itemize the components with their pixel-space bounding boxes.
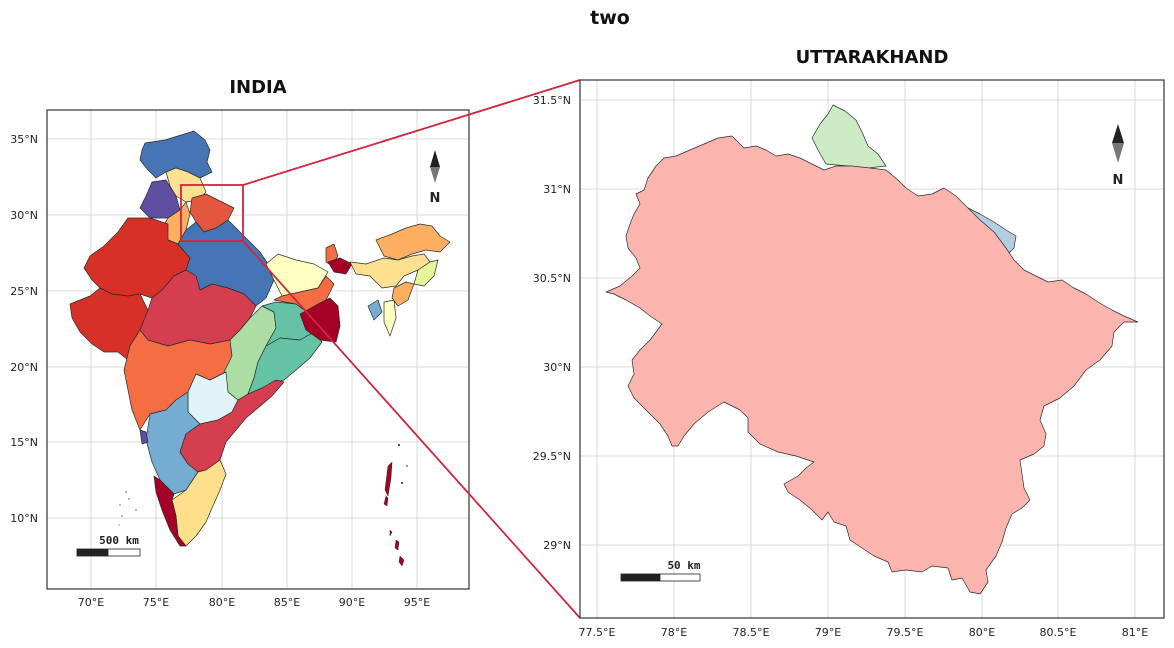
state-andhra-pradesh [179, 379, 285, 473]
uttarakhand-ytick: 31°N [543, 183, 571, 196]
uttarakhand-xtick: 78.5°E [733, 626, 770, 639]
uttarakhand-region [605, 135, 1139, 595]
india-scale-bar [76, 548, 141, 557]
uttarakhand-axes-frame [579, 79, 1165, 619]
india-ytick: 10°N [10, 512, 38, 525]
state-kerala [153, 475, 187, 547]
uttarakhand-ytick: 29°N [543, 539, 571, 552]
india-x-ticks: 70°E 75°E 80°E 85°E 90°E 95°E [78, 596, 430, 609]
connector-line-top [242, 79, 581, 186]
india-scale-label: 500 km [99, 534, 139, 547]
uttarakhand-xtick: 79.5°E [887, 626, 924, 639]
uttarakhand-xtick: 80°E [969, 626, 995, 639]
uttarakhand-xtick: 80.5°E [1040, 626, 1077, 639]
india-xtick: 85°E [274, 596, 300, 609]
india-y-ticks: 35°N 30°N 25°N 20°N 15°N 10°N [10, 133, 38, 525]
india-north-label: N [430, 191, 441, 206]
state-tripura [367, 299, 383, 321]
india-ytick: 15°N [10, 436, 38, 449]
india-north-arrow-icon [430, 150, 440, 183]
figure-title: two [590, 7, 630, 29]
state-manipur [391, 281, 415, 307]
india-xtick: 70°E [78, 596, 104, 609]
india-axes-frame [46, 109, 470, 590]
state-rajasthan [83, 217, 191, 299]
india-ytick: 30°N [10, 209, 38, 222]
uttarakhand-title: UTTARAKHAND [796, 47, 949, 68]
uttarakhand-highlight-box [180, 184, 244, 242]
uttarakhand-x-ticks: 77.5°E 78°E 78.5°E 79°E 79.5°E 80°E 80.5… [579, 626, 1149, 639]
india-ytick: 20°N [10, 361, 38, 374]
state-mizoram [383, 299, 397, 337]
neighbor-region-north [811, 104, 887, 169]
uttarakhand-scale-label: 50 km [667, 559, 700, 572]
lakshadweep-islands [118, 491, 137, 526]
state-arunachal [375, 223, 451, 261]
andaman-islands [383, 443, 408, 567]
india-xtick: 90°E [339, 596, 365, 609]
india-xtick: 80°E [209, 596, 235, 609]
uttarakhand-north-label: N [1113, 173, 1124, 188]
india-xtick: 75°E [143, 596, 169, 609]
state-meghalaya [299, 297, 341, 343]
uttarakhand-xtick: 77.5°E [579, 626, 616, 639]
uttarakhand-north-arrow-icon [1112, 124, 1124, 163]
uttarakhand-xtick: 79°E [815, 626, 841, 639]
state-odisha [247, 331, 323, 395]
india-ytick: 25°N [10, 285, 38, 298]
state-assam-west [327, 257, 353, 275]
uttarakhand-y-ticks: 31.5°N 31°N 30.5°N 30°N 29.5°N 29°N [533, 94, 571, 552]
uttarakhand-ytick: 30°N [543, 361, 571, 374]
india-title: INDIA [229, 77, 286, 98]
india-ytick: 35°N [10, 133, 38, 146]
connector-line-bottom [242, 240, 581, 619]
india-xtick: 95°E [404, 596, 430, 609]
uttarakhand-scale-bar [620, 573, 701, 582]
uttarakhand-xtick: 78°E [661, 626, 687, 639]
india-map [69, 130, 451, 567]
uttarakhand-ytick: 30.5°N [533, 272, 571, 285]
state-goa [139, 429, 149, 445]
uttarakhand-xtick: 81°E [1122, 626, 1148, 639]
uttarakhand-ytick: 31.5°N [533, 94, 571, 107]
uttarakhand-ytick: 29.5°N [533, 450, 571, 463]
